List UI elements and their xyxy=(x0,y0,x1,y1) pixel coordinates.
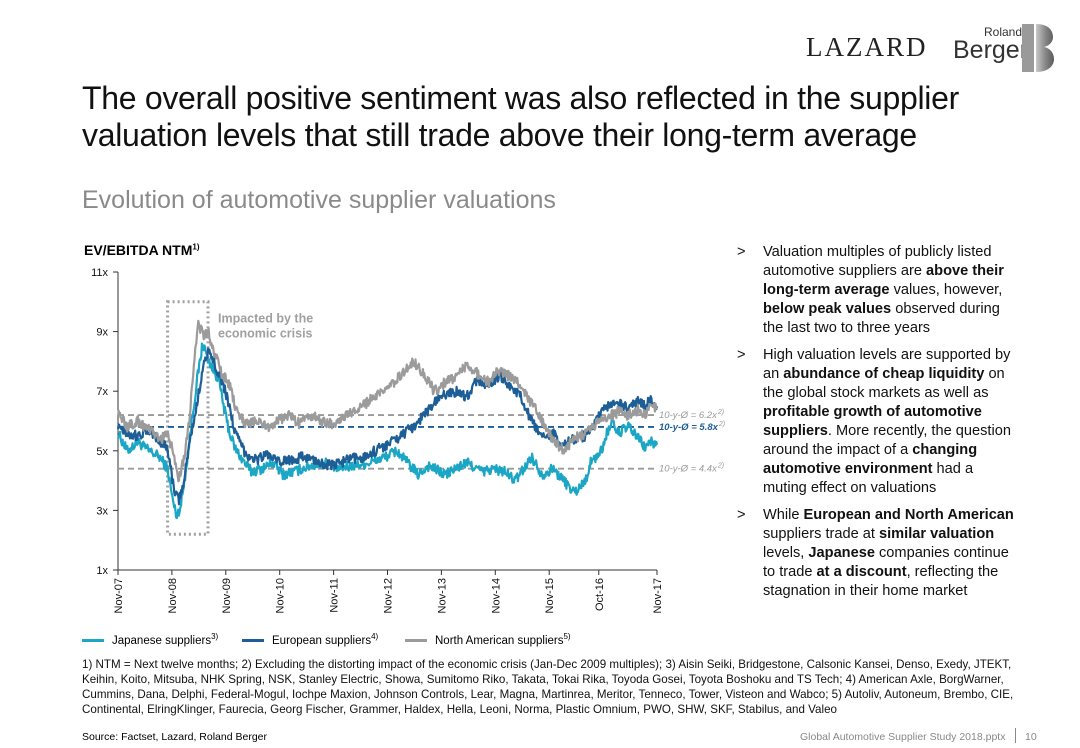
x-tick-label: Nov-12 xyxy=(383,578,395,613)
page-subtitle: Evolution of automotive supplier valuati… xyxy=(82,186,556,214)
bullet-text: had a muting effect on valuations xyxy=(763,461,974,496)
legend-north-american: North American suppliers5) xyxy=(405,632,571,647)
x-tick-label: Nov-15 xyxy=(544,578,556,613)
average-label: 10-y-Ø = 5.8x xyxy=(659,422,719,433)
bullet-bold: similar valuation xyxy=(879,526,995,542)
y-tick-label: 3x xyxy=(96,505,108,517)
x-tick-label: Nov-13 xyxy=(436,578,448,613)
bullet-2: > High valuation levels are supported by… xyxy=(737,346,1017,498)
footnotes: 1) NTM = Next twelve months; 2) Excludin… xyxy=(82,658,1014,716)
footer-divider xyxy=(1015,728,1016,743)
bullet-text: . More recently, the question around the… xyxy=(763,423,1011,458)
legend-north-american-label: North American suppliers xyxy=(435,634,564,647)
valuation-line-chart: 11x 9x 7x 5x 3x 1x Nov-07 Nov-08 Nov-09 Nov-10 Nov… xyxy=(91,267,725,613)
legend-japanese-swatch xyxy=(82,639,104,643)
y-tick-label: 9x xyxy=(96,327,108,339)
x-tick-label: Nov-10 xyxy=(275,578,287,613)
average-label-note: 2) xyxy=(717,463,724,470)
x-tick-label: Nov-07 xyxy=(113,578,125,613)
key-findings: > Valuation multiples of publicly listed… xyxy=(737,243,1017,609)
bullet-3: > While European and North American supp… xyxy=(737,506,1017,601)
source-note: Source: Factset, Lazard, Roland Berger xyxy=(82,731,268,743)
bullet-text: , reflecting the stagnation in their hom… xyxy=(763,564,999,599)
legend-north-american-swatch xyxy=(405,639,427,643)
x-tick-label: Nov-09 xyxy=(221,578,233,613)
bullet-1: > Valuation multiples of publicly listed… xyxy=(737,243,1017,338)
average-label: 10-y-Ø = 4.4x xyxy=(659,464,718,475)
crisis-period-box xyxy=(166,300,210,536)
legend-european: European suppliers4) xyxy=(242,632,378,647)
x-tick-label: Oct-16 xyxy=(594,578,606,611)
bullet-bold: below peak values xyxy=(763,301,892,317)
legend-north-american-note: 5) xyxy=(563,632,571,641)
document-name: Global Automotive Supplier Study 2018.pp… xyxy=(800,731,1006,743)
y-tick-label: 7x xyxy=(96,386,108,398)
crisis-annotation-line-1: Impacted by the xyxy=(218,312,313,326)
y-tick-label: 5x xyxy=(96,446,108,458)
legend-european-swatch xyxy=(242,639,264,643)
page-title: The overall positive sentiment was also … xyxy=(82,80,959,153)
average-label: 10-y-Ø = 6.2x xyxy=(659,410,718,421)
legend-japanese-label: Japanese suppliers xyxy=(112,634,212,647)
roland-berger-logo-roland: Roland xyxy=(984,25,1023,39)
chart-y-label: EV/EBITDA NTM1) xyxy=(84,242,200,258)
bullet-text: Valuation multiples of publicly listed a… xyxy=(763,244,992,279)
chart-y-label-note: 1) xyxy=(192,242,200,252)
x-tick-label: Nov-08 xyxy=(167,578,179,613)
bullet-marker: > xyxy=(737,347,746,363)
bullet-bold: above their long-term average xyxy=(763,263,1004,298)
bullet-text: suppliers trade at xyxy=(763,526,880,542)
bullet-text: companies continue to trade xyxy=(763,545,1009,580)
bullet-text: High valuation levels are supported by a… xyxy=(763,347,1011,382)
bullet-bold: at a discount xyxy=(816,564,907,580)
lazard-logo: LAZARD xyxy=(806,32,928,62)
bullet-text: observed during the last two to three ye… xyxy=(763,301,1000,336)
bullet-text: on the global stock markets as well as xyxy=(763,366,1005,401)
crisis-annotation-line-2: economic crisis xyxy=(218,327,313,341)
bullet-bold: profitable growth of automotive supplier… xyxy=(763,404,982,439)
bullet-text: values, however, xyxy=(889,282,1003,298)
x-tick-label: Nov-17 xyxy=(652,578,664,613)
bullet-text: levels, xyxy=(763,545,809,561)
legend-japanese-note: 3) xyxy=(211,632,219,641)
average-label-note: 2) xyxy=(718,421,725,428)
y-tick-label: 1x xyxy=(96,565,108,577)
chart-y-label-text: EV/EBITDA NTM xyxy=(84,242,193,258)
legend-japanese: Japanese suppliers3) xyxy=(82,632,218,647)
average-label-note: 2) xyxy=(717,409,724,416)
bullet-marker: > xyxy=(737,507,746,523)
y-tick-label: 11x xyxy=(91,267,108,279)
x-tick-label: Nov-14 xyxy=(490,578,502,613)
legend-european-note: 4) xyxy=(371,632,379,641)
bullet-bold: abundance of cheap liquidity xyxy=(783,366,985,382)
x-tick-label: Nov-11 xyxy=(329,578,341,613)
bullet-bold: European and North American xyxy=(803,507,1014,523)
legend-european-label: European suppliers xyxy=(272,634,372,647)
bullet-marker: > xyxy=(737,244,746,260)
series-line-japanese xyxy=(116,342,659,520)
bullet-bold: Japanese xyxy=(808,545,875,561)
roland-berger-logo-berger: Berger xyxy=(953,36,1029,64)
roland-berger-b-icon xyxy=(1022,24,1054,72)
series-line-north_american xyxy=(116,319,658,483)
bullet-bold: changing automotive environment xyxy=(763,442,978,477)
page-number: 10 xyxy=(1025,731,1037,743)
bullet-text: While xyxy=(763,507,804,523)
